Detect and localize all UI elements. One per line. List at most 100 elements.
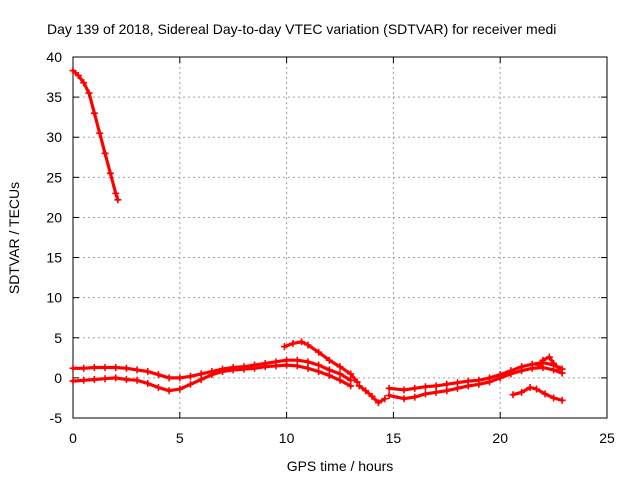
data-point-0-0 bbox=[69, 67, 77, 75]
data-point-6-15 bbox=[550, 366, 558, 374]
data-point-1-7 bbox=[144, 367, 152, 375]
x-tick-label-1: 5 bbox=[176, 430, 184, 446]
data-point-1-22 bbox=[304, 358, 312, 366]
data-point-2-5 bbox=[122, 375, 130, 383]
y-tick-label-5: 20 bbox=[46, 209, 62, 225]
y-tick-label-9: 40 bbox=[46, 49, 62, 65]
data-point-2-6 bbox=[133, 376, 141, 384]
data-point-6-6 bbox=[453, 384, 461, 392]
data-point-3-7 bbox=[347, 370, 355, 378]
data-point-2-22 bbox=[304, 364, 312, 372]
series-arc-late-spike bbox=[535, 353, 564, 373]
data-point-6-4 bbox=[432, 388, 440, 396]
y-tick-label-0: -5 bbox=[50, 410, 63, 426]
data-point-0-8 bbox=[112, 189, 120, 197]
data-point-1-3 bbox=[101, 363, 109, 371]
data-point-6-12 bbox=[518, 367, 526, 375]
x-tick-label-4: 20 bbox=[492, 430, 508, 446]
data-point-6-1 bbox=[400, 395, 408, 403]
data-point-7-0 bbox=[535, 361, 543, 369]
data-point-2-24 bbox=[325, 371, 333, 379]
series-arc-late-lower bbox=[509, 384, 566, 404]
data-point-2-2 bbox=[90, 375, 98, 383]
data-point-8-5 bbox=[550, 394, 558, 402]
data-point-1-9 bbox=[165, 374, 173, 382]
data-point-0-5 bbox=[96, 129, 104, 137]
data-point-7-1 bbox=[539, 356, 547, 364]
y-tick-label-2: 5 bbox=[54, 330, 62, 346]
x-tick-label-2: 10 bbox=[279, 430, 295, 446]
data-point-6-10 bbox=[496, 374, 504, 382]
data-point-6-16 bbox=[558, 369, 566, 377]
series-arc-bump bbox=[280, 338, 361, 386]
data-point-2-3 bbox=[101, 375, 109, 383]
data-point-2-10 bbox=[176, 385, 184, 393]
data-point-4-2 bbox=[368, 392, 376, 400]
data-point-1-25 bbox=[336, 370, 344, 378]
y-tick-label-1: 0 bbox=[54, 370, 62, 386]
plot-frame bbox=[72, 56, 608, 419]
data-point-8-4 bbox=[541, 390, 549, 398]
x-axis-title: GPS time / hours bbox=[287, 458, 394, 474]
data-point-3-8 bbox=[353, 378, 361, 386]
data-point-2-13 bbox=[208, 371, 216, 379]
y-tick-label-7: 30 bbox=[46, 129, 62, 145]
data-point-3-3 bbox=[304, 341, 312, 349]
data-point-2-17 bbox=[251, 364, 259, 372]
y-tick-label-3: 10 bbox=[46, 290, 62, 306]
data-point-2-23 bbox=[315, 367, 323, 375]
data-point-3-1 bbox=[289, 339, 297, 347]
series-arc-dip bbox=[355, 382, 389, 407]
data-point-2-26 bbox=[347, 382, 355, 390]
series-arc-early-descent bbox=[69, 67, 122, 204]
series-arc-main-lower bbox=[69, 361, 355, 395]
data-point-2-11 bbox=[186, 380, 194, 388]
data-point-6-0 bbox=[385, 392, 393, 400]
data-point-2-1 bbox=[80, 376, 88, 384]
data-point-2-4 bbox=[112, 374, 120, 382]
data-point-8-3 bbox=[533, 385, 541, 393]
data-point-2-0 bbox=[69, 377, 77, 385]
data-point-8-1 bbox=[518, 388, 526, 396]
data-point-1-11 bbox=[186, 372, 194, 380]
y-tick-label-4: 15 bbox=[46, 250, 62, 266]
data-point-1-6 bbox=[133, 366, 141, 374]
data-point-6-8 bbox=[475, 380, 483, 388]
data-point-4-4 bbox=[381, 395, 389, 403]
data-point-1-1 bbox=[80, 364, 88, 372]
data-point-7-4 bbox=[556, 365, 564, 373]
data-point-1-23 bbox=[315, 361, 323, 369]
data-point-5-0 bbox=[385, 384, 393, 392]
data-point-8-0 bbox=[509, 391, 517, 399]
data-point-8-2 bbox=[526, 384, 534, 392]
data-point-5-4 bbox=[432, 382, 440, 390]
chart-title: Day 139 of 2018, Sidereal Day-to-day VTE… bbox=[47, 21, 556, 37]
data-point-0-9 bbox=[114, 196, 122, 204]
x-tick-label-3: 15 bbox=[386, 430, 402, 446]
data-point-1-2 bbox=[90, 363, 98, 371]
data-point-1-0 bbox=[69, 364, 77, 372]
data-point-3-4 bbox=[315, 348, 323, 356]
y-tick-label-8: 35 bbox=[46, 89, 62, 105]
data-point-5-1 bbox=[400, 386, 408, 394]
data-point-2-20 bbox=[283, 361, 291, 369]
series-arc-recovery-lower bbox=[385, 363, 566, 403]
x-tick-label-5: 25 bbox=[599, 430, 615, 446]
data-point-3-5 bbox=[325, 356, 333, 364]
data-point-2-14 bbox=[219, 367, 227, 375]
series-line-arc-early-descent bbox=[71, 68, 120, 202]
data-point-2-25 bbox=[336, 376, 344, 384]
data-point-1-5 bbox=[122, 364, 130, 372]
data-point-1-8 bbox=[154, 371, 162, 379]
data-point-6-11 bbox=[507, 370, 515, 378]
data-point-2-7 bbox=[144, 380, 152, 388]
data-point-5-5 bbox=[443, 380, 451, 388]
data-point-6-13 bbox=[528, 364, 536, 372]
data-point-2-19 bbox=[272, 362, 280, 370]
data-point-4-1 bbox=[362, 387, 370, 395]
data-point-2-21 bbox=[293, 362, 301, 370]
data-point-2-15 bbox=[229, 366, 237, 374]
data-point-5-2 bbox=[411, 384, 419, 392]
data-point-2-9 bbox=[165, 387, 173, 395]
